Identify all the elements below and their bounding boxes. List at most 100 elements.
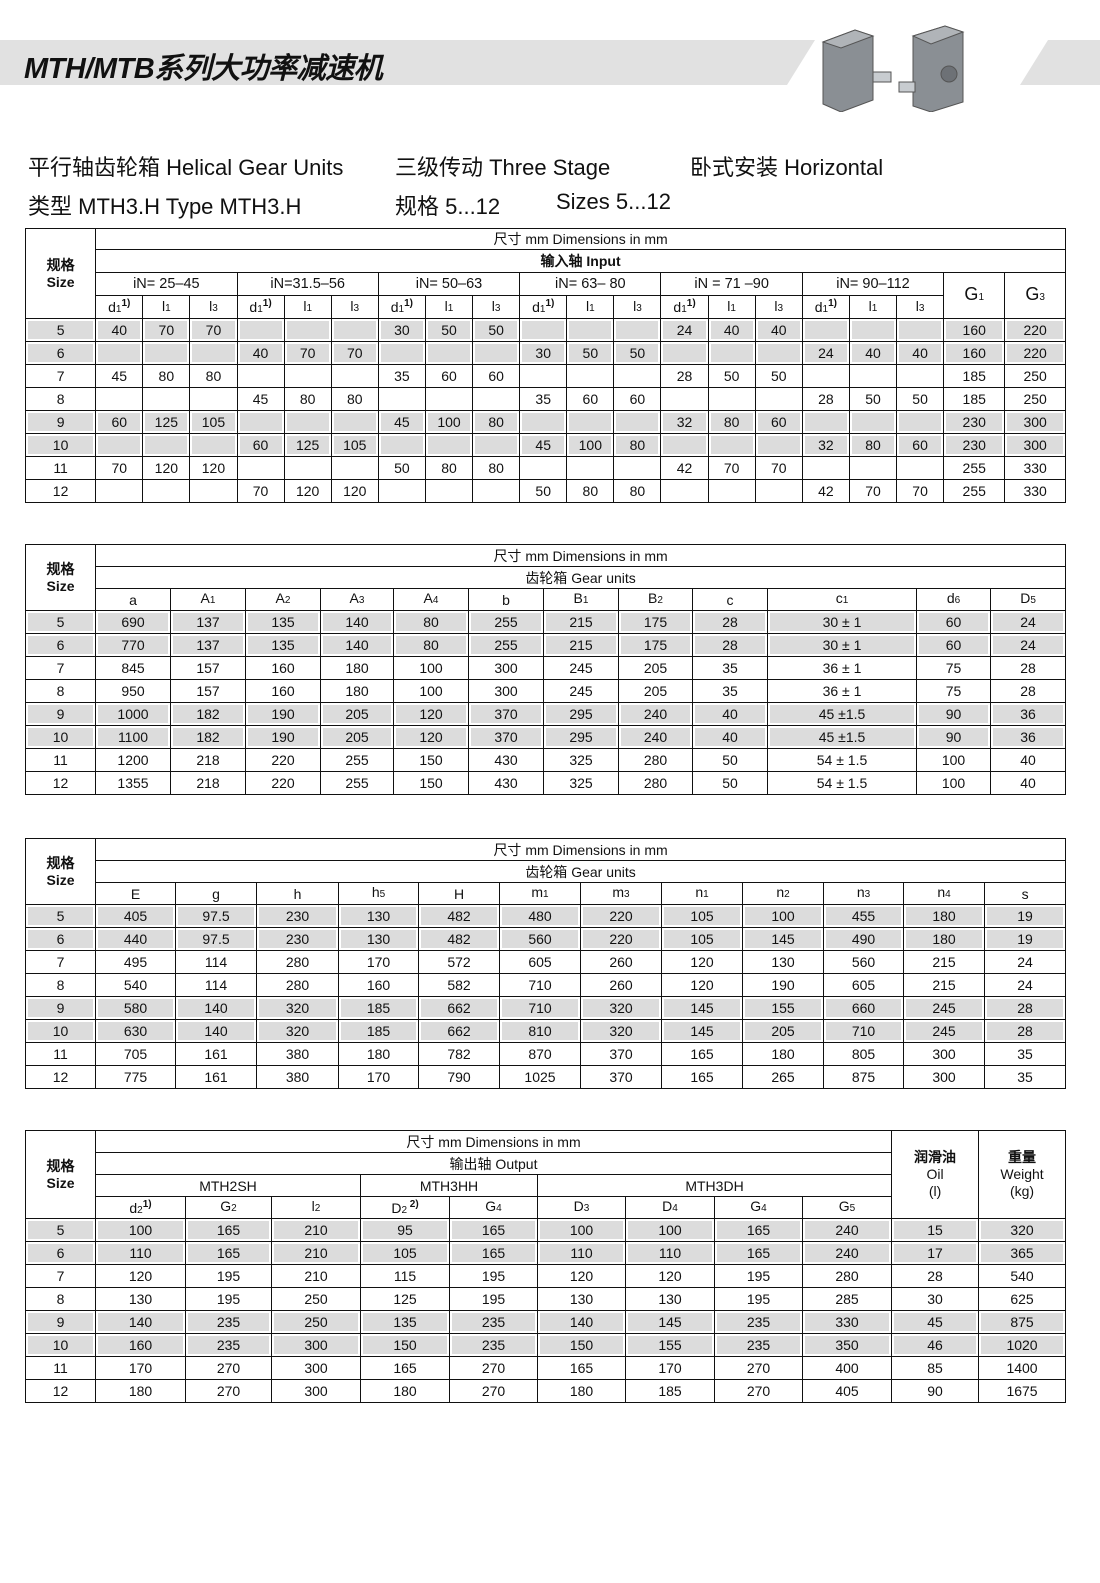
value-cell: 140 [320,633,394,657]
value-cell: 60 [916,610,991,634]
size-cell: 9 [25,702,96,726]
header-symbol: d [532,299,540,315]
value-cell: 270 [185,1379,272,1403]
column-header: G3 [1004,272,1066,319]
value-cell: 710 [499,996,581,1020]
column-header: d21) [95,1196,186,1219]
value-cell: 60 [472,364,521,388]
value-cell: 350 [801,1333,893,1357]
value-cell: 195 [714,1287,803,1311]
value-cell: 1100 [95,725,171,749]
value-cell: 165 [537,1356,626,1380]
header-symbol: m [612,884,625,900]
header-subscript: 4 [432,595,439,606]
header-symbol: n [776,884,785,900]
table-row: 9 140 235 250 135 235 140 145 235 330 45 875 [25,1310,1067,1334]
value-cell: 582 [418,973,500,997]
header-symbol: B [648,590,658,606]
value-cell: 810 [499,1019,581,1043]
header-subscript: 5 [849,1203,856,1214]
value-cell: 45 [95,364,144,388]
value-cell: 1200 [95,748,171,772]
value-cell: 370 [580,1065,662,1089]
column-header: l1 [424,295,474,319]
header-row: 规格 Size 尺寸 mm Dimensions in mm [25,544,1067,611]
table-row: 12 70 120 120 50 80 80 42 70 70 255 330 [24,479,1066,503]
value-cell: 805 [823,1042,904,1066]
value-cell: 30 ± 1 [767,633,917,657]
table-row: 10 60 125 105 45 100 80 32 80 60 230 300 [24,433,1066,457]
value-cell: 150 [393,771,469,795]
column-header: h5 [338,882,419,905]
header-symbol: l [585,297,590,314]
value-cell: 40 [989,748,1067,772]
value-cell [896,410,945,434]
value-cell: 130 [625,1287,715,1311]
dimensions-header: 尺寸 mm Dimensions in mm [94,544,1067,567]
value-cell: 245 [903,996,985,1020]
value-cell: 24 [983,950,1067,974]
value-cell: 95 [360,1218,450,1242]
value-cell: 495 [95,950,176,974]
value-cell: 120 [625,1264,715,1288]
value-cell: 560 [499,927,581,951]
size-cell: 12 [25,1379,96,1403]
value-cell [519,364,568,388]
value-cell: 97.5 [175,927,257,951]
header-symbol: A [349,590,359,606]
value-cell [424,387,474,411]
value-cell: 220 [1004,341,1066,365]
value-cell: 482 [418,904,500,928]
column-header: l3 [189,295,238,319]
value-cell: 180 [903,927,985,951]
value-cell [566,410,615,434]
value-cell: 115 [360,1264,450,1288]
header-subscript: 3 [918,302,925,314]
value-cell: 285 [801,1287,893,1311]
column-header-row: a A1 A2 A3 A4 b B1 B2 c c1 d6 D5 [26,588,1067,611]
header-subscript: 3 [358,595,365,606]
table-row: 8 540 114 280 160 582 710 260 120 190 605 215 24 [25,973,1067,997]
value-cell: 110 [625,1241,715,1265]
value-cell: 405 [95,904,176,928]
value-cell: 250 [271,1287,361,1311]
table-row: 6 440 97.5 230 130 482 560 220 105 145 490 180 19 [25,927,1067,951]
value-cell: 662 [418,996,500,1020]
value-cell: 130 [95,1287,186,1311]
value-cell: 220 [245,771,321,795]
section-header-row: 输入轴 Input [26,249,1066,273]
value-cell: 1020 [978,1333,1067,1357]
header-superscript: 1) [142,1198,152,1210]
value-cell: 580 [95,996,176,1020]
value-cell: 97.5 [175,904,257,928]
value-cell: 195 [449,1287,538,1311]
value-cell: 300 [271,1379,361,1403]
size-cell: 10 [25,1333,96,1357]
value-cell: 218 [170,748,246,772]
size-header: 规格 Size [24,228,97,319]
value-cell: 50 [566,341,615,365]
value-cell: 705 [95,1042,176,1066]
header-symbol: D [391,1199,402,1216]
value-cell: 770 [95,633,171,657]
gear-units-table-2: 规格 Size 尺寸 mm Dimensions in mm 齿轮箱 Gear uni… [25,838,1067,1089]
column-header: l3 [896,295,945,319]
section-header-row: 齿轮箱 Gear units [26,860,1067,883]
value-cell: 605 [823,973,904,997]
value-cell: 235 [185,1333,272,1357]
size-cell: 7 [25,950,96,974]
column-header: d11) [801,295,850,319]
section-header: 输入轴 Input [95,249,1066,273]
column-header: l2 [271,1196,361,1219]
value-cell: 330 [1004,479,1066,503]
size-label-en: Size [46,1174,75,1191]
table-row: 7 495 114 280 170 572 605 260 120 130 560 215 24 [25,950,1067,974]
size-cell: 5 [25,610,96,634]
value-cell [377,387,426,411]
value-cell: 325 [543,771,619,795]
value-cell: 45 [236,387,285,411]
value-cell: 180 [338,1042,419,1066]
header-symbol: l [633,297,637,314]
value-cell: 180 [537,1379,626,1403]
page-title: MTH/MTB系列大功率减速机 [24,53,383,85]
